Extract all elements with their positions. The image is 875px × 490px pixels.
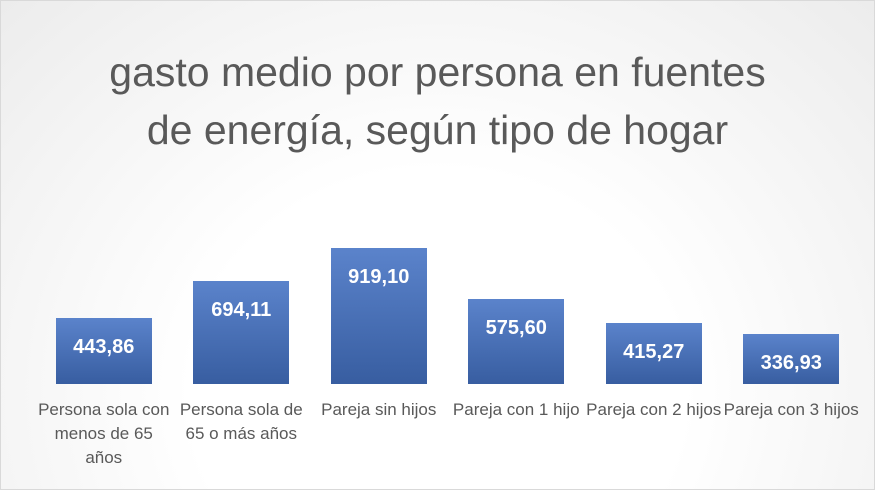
x-tick-label: Pareja con 2 hijos xyxy=(586,400,722,419)
value-label: 443,86 xyxy=(73,336,135,359)
bar xyxy=(193,281,290,384)
x-tick-label: Pareja con 1 hijo xyxy=(452,400,580,419)
value-label: 336,93 xyxy=(760,352,822,375)
value-label: 575,60 xyxy=(485,316,547,339)
bar xyxy=(55,318,152,384)
value-label: 919,10 xyxy=(348,266,410,288)
x-tick-label: Persona sola de 65 o más años xyxy=(179,400,303,443)
x-tick-label: Pareja con 3 hijos xyxy=(723,400,859,419)
value-label: 415,27 xyxy=(623,340,685,363)
x-tick-label: Pareja sin hijos xyxy=(321,400,437,419)
bar xyxy=(330,248,427,384)
bar xyxy=(743,334,840,384)
value-label: 694,11 xyxy=(211,299,272,322)
chart-title: gasto medio por persona en fuentes de en… xyxy=(109,49,766,153)
bar xyxy=(605,322,702,384)
bar xyxy=(468,298,565,384)
x-tick-label: Persona sola con menos de 65 años xyxy=(38,400,170,467)
